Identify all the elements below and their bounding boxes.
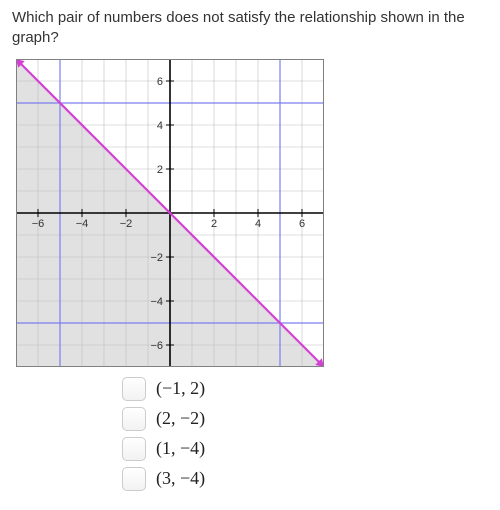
answer-label: (−1, 2) <box>156 378 205 399</box>
checkbox[interactable] <box>122 407 146 431</box>
answer-option[interactable]: (1, −4) <box>122 437 488 461</box>
inequality-graph: −6 −4 −2 2 4 6 −6 −4 −2 2 4 6 <box>16 59 324 367</box>
answer-option[interactable]: (2, −2) <box>122 407 488 431</box>
svg-text:−2: −2 <box>150 252 163 264</box>
answer-label: (1, −4) <box>156 438 205 459</box>
svg-text:−2: −2 <box>120 218 133 230</box>
checkbox[interactable] <box>122 377 146 401</box>
svg-text:−4: −4 <box>150 296 163 308</box>
answer-option[interactable]: (3, −4) <box>122 467 488 491</box>
svg-text:6: 6 <box>157 76 163 88</box>
svg-text:2: 2 <box>157 164 163 176</box>
svg-text:−6: −6 <box>150 340 163 352</box>
svg-text:6: 6 <box>299 218 305 230</box>
svg-text:−6: −6 <box>32 218 45 230</box>
answer-label: (3, −4) <box>156 468 205 489</box>
answer-option[interactable]: (−1, 2) <box>122 377 488 401</box>
svg-text:2: 2 <box>211 218 217 230</box>
svg-text:4: 4 <box>157 120 163 132</box>
svg-text:−4: −4 <box>76 218 89 230</box>
question-text: Which pair of numbers does not satisfy t… <box>12 8 488 49</box>
svg-text:4: 4 <box>255 218 261 230</box>
checkbox[interactable] <box>122 437 146 461</box>
graph-container: −6 −4 −2 2 4 6 −6 −4 −2 2 4 6 <box>16 59 324 367</box>
answer-label: (2, −2) <box>156 408 205 429</box>
checkbox[interactable] <box>122 467 146 491</box>
answers-list: (−1, 2) (2, −2) (1, −4) (3, −4) <box>122 377 488 491</box>
